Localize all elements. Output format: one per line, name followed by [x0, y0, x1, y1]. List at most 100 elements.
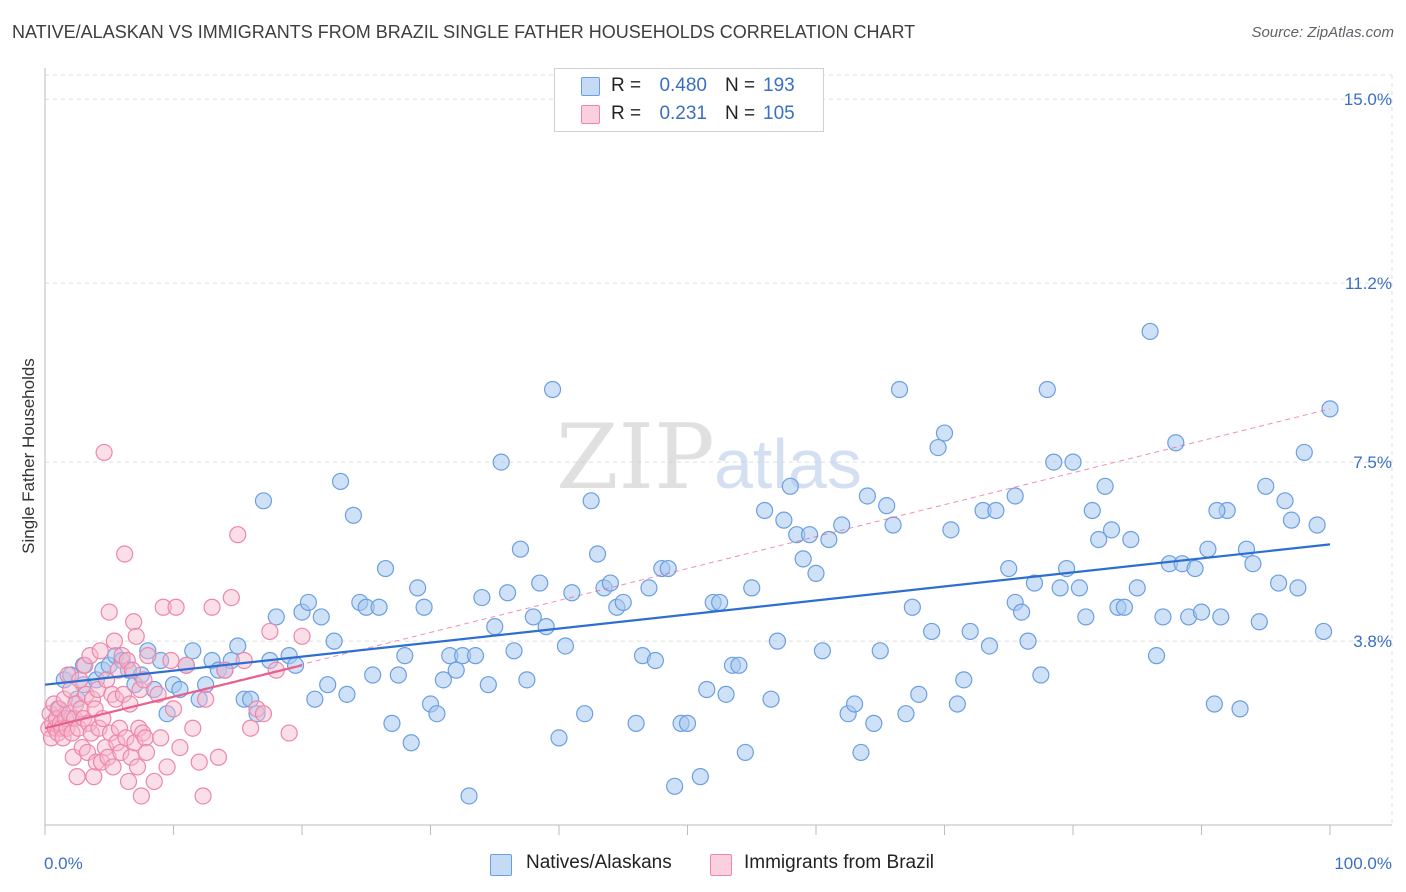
data-point-natives: [1122, 530, 1140, 549]
data-point-brazil: [135, 671, 153, 689]
data-point-natives: [1070, 579, 1089, 597]
data-point-natives: [550, 729, 568, 747]
data-point-natives: [1012, 603, 1031, 621]
data-point-brazil: [229, 526, 247, 544]
data-point-brazil: [154, 598, 172, 616]
data-point-brazil: [117, 729, 135, 747]
data-point-natives: [396, 647, 414, 665]
data-point-natives: [717, 685, 735, 703]
data-point-natives: [139, 642, 157, 660]
data-point-natives: [389, 666, 407, 684]
data-point-brazil: [261, 622, 279, 641]
series-brazil-points: [40, 443, 311, 805]
data-point-natives: [1141, 322, 1159, 341]
data-point-natives: [884, 516, 902, 534]
data-point-brazil: [45, 695, 63, 713]
data-point-natives: [935, 424, 954, 442]
data-point-natives: [736, 743, 754, 762]
data-point-natives: [447, 661, 465, 679]
data-point-natives: [640, 579, 658, 597]
data-point-natives: [948, 695, 966, 713]
data-point-natives: [1038, 380, 1056, 399]
data-point-natives: [820, 530, 838, 549]
data-point-natives: [1115, 598, 1134, 616]
data-point-brazil: [114, 685, 132, 703]
data-point-natives: [1083, 501, 1101, 520]
data-point-brazil: [136, 729, 154, 747]
data-point-brazil: [242, 719, 260, 737]
data-point-natives: [1077, 608, 1095, 626]
data-point-brazil: [101, 724, 120, 742]
data-point-brazil: [254, 705, 273, 723]
data-point-brazil: [116, 545, 134, 563]
data-point-brazil: [105, 632, 123, 650]
data-point-natives: [929, 438, 947, 457]
data-point-natives: [1154, 608, 1172, 626]
y-axis-label: Single Father Households: [19, 358, 38, 554]
data-point-brazil: [95, 443, 113, 462]
data-point-brazil: [149, 685, 167, 703]
data-point-brazil: [171, 738, 189, 757]
bottom-legend-swatch-pink: [710, 854, 732, 876]
data-point-natives: [325, 632, 343, 650]
x-tick-label: 100.0%: [1334, 854, 1392, 873]
data-point-brazil: [81, 647, 99, 665]
data-point-brazil: [113, 647, 131, 665]
data-point-natives: [402, 734, 420, 752]
data-point-brazil: [104, 758, 122, 776]
data-point-natives: [1032, 666, 1050, 684]
data-point-brazil: [100, 603, 118, 621]
data-point-natives: [1090, 530, 1108, 549]
data-point-natives: [1000, 559, 1018, 578]
data-point-brazil: [280, 724, 298, 742]
data-point-natives: [833, 516, 851, 534]
data-point-brazil: [209, 748, 228, 766]
data-point-natives: [1019, 632, 1037, 650]
data-point-natives: [980, 637, 999, 655]
data-point-brazil: [50, 700, 68, 718]
data-point-natives: [711, 593, 729, 612]
source-label: Source: ZipAtlas.com: [1251, 24, 1394, 41]
data-point-brazil: [235, 651, 253, 670]
gridlines: [45, 74, 1393, 825]
data-point-natives: [543, 380, 562, 399]
data-point-natives: [524, 608, 542, 626]
data-point-brazil: [197, 690, 215, 708]
data-point-natives: [312, 608, 330, 626]
data-point-natives: [428, 705, 446, 723]
data-point-natives: [518, 671, 536, 689]
data-point-brazil: [167, 598, 185, 616]
data-point-natives: [807, 564, 825, 582]
data-point-natives: [871, 642, 889, 660]
data-point-natives: [627, 714, 645, 732]
data-point-natives: [903, 598, 921, 616]
data-point-brazil: [85, 768, 103, 786]
data-point-natives: [987, 501, 1005, 520]
data-point-natives: [781, 477, 799, 495]
data-point-natives: [563, 584, 581, 602]
data-point-natives: [1269, 574, 1288, 592]
data-point-brazil: [68, 768, 86, 786]
data-point-natives: [1289, 579, 1307, 597]
data-point-natives: [1244, 555, 1262, 573]
legend-n-label: N =: [725, 75, 756, 96]
data-point-natives: [299, 593, 318, 612]
data-point-natives: [1025, 574, 1044, 592]
data-point-natives: [878, 497, 896, 515]
data-point-natives: [1257, 477, 1275, 495]
data-point-natives: [588, 545, 607, 563]
data-point-natives: [254, 492, 273, 510]
data-point-brazil: [164, 700, 183, 718]
data-point-natives: [1276, 492, 1294, 510]
data-point-natives: [800, 526, 819, 544]
data-point-natives: [229, 637, 247, 655]
y-tick-label: 15.0%: [1344, 90, 1392, 109]
data-point-natives: [511, 540, 530, 558]
bottom-legend-label: Immigrants from Brazil: [744, 852, 935, 873]
data-point-natives: [344, 506, 362, 524]
data-point-natives: [556, 637, 575, 655]
data-point-brazil: [76, 656, 94, 674]
data-point-natives: [415, 598, 433, 616]
data-point-natives: [743, 579, 761, 597]
